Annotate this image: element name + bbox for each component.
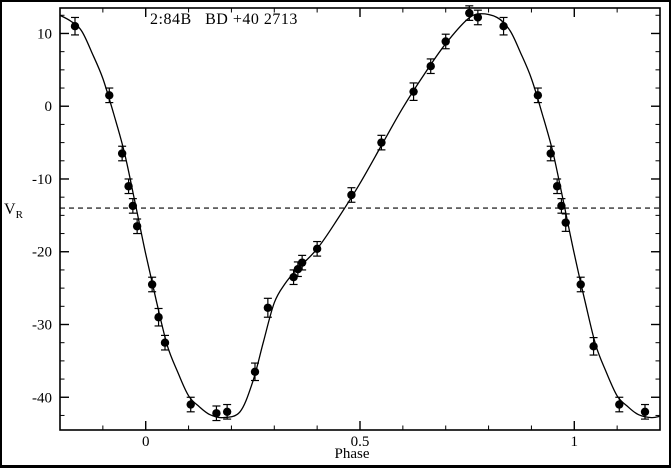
x-tick-label: 0.5 (351, 434, 370, 450)
data-point (426, 62, 435, 71)
y-tick-label: -20 (32, 245, 52, 261)
plot-frame (59, 7, 661, 431)
y-axis-label: VR (4, 201, 23, 221)
data-point (552, 182, 562, 191)
y-tick-label: 0 (45, 99, 53, 115)
data-point (186, 400, 195, 409)
data-point (499, 21, 508, 31)
data-point (347, 190, 356, 200)
y-axis-label-subscript: R (15, 209, 23, 222)
data-point (124, 182, 133, 191)
data-point (128, 201, 138, 211)
data-point (263, 303, 273, 312)
y-tick-label: 10 (37, 26, 52, 42)
data-point (117, 149, 127, 158)
rv-fit-curve (60, 13, 660, 419)
data-point (222, 407, 232, 417)
data-point (441, 37, 450, 46)
data-point (212, 409, 221, 418)
data-point (293, 265, 303, 274)
y-tick-label: -40 (32, 390, 52, 406)
x-axis-label: Phase (334, 446, 370, 462)
data-point (576, 280, 585, 289)
data-point (615, 400, 624, 409)
x-tick-label: 0 (142, 434, 150, 450)
data-point (561, 218, 570, 227)
data-point (297, 258, 307, 267)
chart-title: 2:84B BD +40 2713 (150, 11, 298, 28)
y-axis-label-base: V (4, 201, 16, 218)
data-point (533, 91, 543, 100)
data-point (546, 149, 555, 158)
data-point (465, 8, 474, 18)
data-point (289, 273, 298, 282)
data-point (589, 342, 598, 351)
data-point (557, 201, 566, 211)
data-point (640, 407, 650, 417)
y-tick-label: -10 (32, 172, 52, 188)
data-point (160, 338, 170, 347)
data-point (250, 367, 260, 376)
y-tick-label: -30 (32, 318, 52, 334)
data-point (147, 280, 157, 289)
data-point (70, 21, 80, 31)
data-point (154, 313, 163, 322)
data-point (377, 138, 386, 147)
x-tick-label: 1 (571, 434, 579, 450)
data-point (105, 91, 114, 100)
data-point (312, 244, 322, 254)
data-point (409, 87, 418, 96)
data-point (473, 13, 483, 22)
data-point (132, 222, 142, 231)
